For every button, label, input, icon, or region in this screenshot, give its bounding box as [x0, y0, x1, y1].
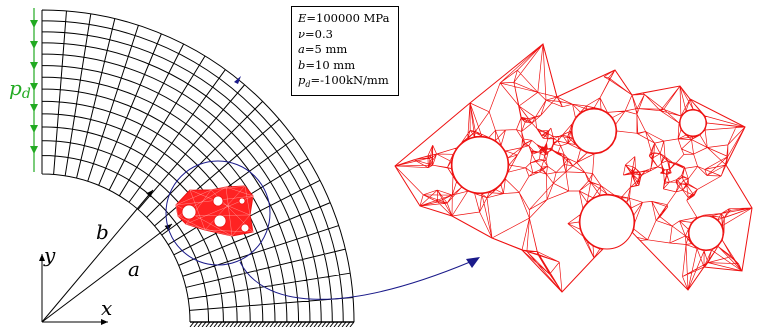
embedded-fine-mesh-patch	[175, 185, 254, 237]
zoomed-mesh-edges	[395, 44, 752, 292]
property-row: pd=-100kN/mm	[298, 73, 389, 89]
y-axis-arrow-head-icon	[39, 254, 45, 261]
pressure-arrow-icon	[30, 125, 38, 133]
coarse-quad-mesh	[41, 9, 355, 323]
pressure-arrow-icon	[30, 62, 38, 70]
property-row: E=100000 MPa	[298, 11, 390, 25]
pressure-arrow-icon	[30, 20, 38, 28]
coordinate-axes	[39, 254, 108, 325]
pressure-load-arrows	[30, 8, 38, 172]
zoom-arrow-path	[239, 261, 471, 300]
pressure-label: pd	[9, 76, 31, 102]
zoomed-mesh-hole	[571, 108, 617, 154]
zoom-circle	[165, 160, 271, 266]
fixed-support-hatching	[189, 321, 355, 327]
mesh-marker-icon	[234, 76, 241, 84]
zoom-arrow-head-icon	[466, 257, 480, 268]
zoomed-mesh-hole	[579, 194, 635, 250]
y-axis-label: y	[44, 243, 56, 267]
x-axis-arrow-head-icon	[101, 319, 108, 325]
radius-a-arrow-head-icon	[146, 190, 153, 198]
zoomed-mesh-hole	[688, 215, 724, 251]
triangle-edges	[395, 44, 752, 292]
zoomed-mesh-hole	[679, 109, 707, 137]
property-row: a=5 mm	[298, 42, 348, 56]
zoomed-fine-triangle-mesh	[394, 43, 753, 293]
pressure-arrow-icon	[30, 146, 38, 154]
small-mesh-hole	[240, 223, 250, 233]
radius-a-label: a	[128, 257, 140, 281]
small-mesh-hole	[181, 204, 197, 220]
property-row: b=10 mm	[298, 57, 356, 72]
pressure-arrow-icon	[30, 41, 38, 49]
mesh-lines	[41, 9, 355, 323]
small-mesh-hole	[212, 195, 224, 207]
pressure-arrow-icon	[30, 104, 38, 112]
radius-a-arrow	[41, 189, 154, 323]
zoomed-mesh-outline	[394, 43, 753, 293]
small-mesh-hole	[213, 214, 227, 228]
radius-b-label: b	[96, 220, 109, 244]
radius-b-arrow	[41, 223, 173, 323]
property-row: ν=0.3	[298, 26, 333, 41]
x-axis-label: x	[101, 296, 113, 320]
pressure-arrow-icon	[30, 83, 38, 91]
material-properties-box: E=100000 MPa ν=0.3 a=5 mm b=10 mm pd=-10…	[291, 6, 399, 96]
small-mesh-lines	[175, 185, 254, 237]
zoom-callout	[165, 160, 480, 300]
small-mesh-hole	[238, 197, 246, 205]
zoomed-mesh-hole	[451, 136, 509, 194]
support-hatch-lines	[189, 321, 355, 327]
